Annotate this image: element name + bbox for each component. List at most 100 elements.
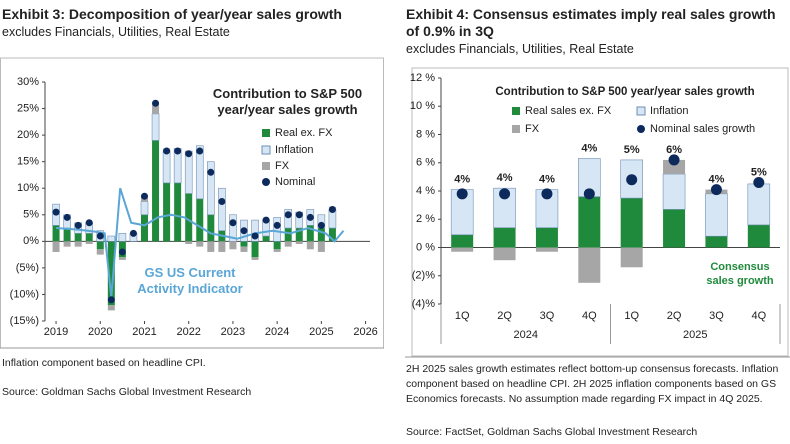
bar-segment <box>284 209 292 229</box>
bar-segment <box>535 227 558 248</box>
y-tick-label: 20% <box>17 129 39 141</box>
dot <box>753 177 765 189</box>
x-tick-label: 3Q <box>709 310 724 322</box>
bar-segment <box>184 150 193 194</box>
bar-segment <box>107 241 115 306</box>
dot <box>456 188 468 200</box>
bar-segment <box>493 227 516 248</box>
x-tick-label: 2019 <box>44 326 68 338</box>
legend-label: Real ex. FX <box>275 127 333 139</box>
dot <box>52 208 60 216</box>
x-tick-label: 2022 <box>176 326 200 338</box>
y-tick-label: (4)% <box>412 298 435 310</box>
dot <box>284 211 292 219</box>
bar-segment <box>284 228 292 242</box>
dot <box>140 192 148 200</box>
y-tick-label: 10% <box>17 182 39 194</box>
x-tick-label: 1Q <box>624 310 639 322</box>
right-subtitle: excludes Financials, Utilities, Real Est… <box>406 42 634 56</box>
legend-swatch <box>262 162 270 170</box>
dot <box>262 216 270 224</box>
bar-segment <box>85 241 93 244</box>
bar-segment <box>140 214 148 242</box>
bar-segment <box>328 228 336 242</box>
dot <box>626 174 638 186</box>
bar-segment <box>229 241 237 250</box>
y-tick-label: 4 % <box>416 185 435 197</box>
dot <box>118 248 126 256</box>
bar-segment <box>747 183 771 226</box>
legend-label: FX <box>275 160 290 172</box>
bar-segment <box>295 228 303 242</box>
y-tick-label: 8 % <box>416 128 435 140</box>
bar-segment <box>317 228 325 242</box>
legend-swatch <box>512 107 520 115</box>
x-tick-label: 2024 <box>265 326 289 338</box>
bar-segment <box>273 249 281 252</box>
x-tick-label: 4Q <box>751 310 766 322</box>
x-tick-label: 3Q <box>540 310 555 322</box>
bar-segment <box>207 214 215 242</box>
bar-segment <box>140 201 149 216</box>
legend-title: Contribution to S&P 500 year/year sales … <box>495 86 755 98</box>
y-tick-label: (5%) <box>16 262 39 274</box>
bar-segment <box>207 241 215 252</box>
value-label: 5% <box>751 166 767 178</box>
x-tick-label: 2025 <box>309 326 333 338</box>
x-tick-label: 1Q <box>455 310 470 322</box>
dot <box>499 188 511 200</box>
dot <box>317 221 325 229</box>
bar-segment <box>96 249 104 255</box>
legend-title: Contribution to S&P 500 year/year sales … <box>212 86 363 117</box>
y-tick-label: (2)% <box>412 270 435 282</box>
dot <box>541 188 553 200</box>
y-tick-label: 6 % <box>416 157 435 169</box>
dot <box>85 219 93 227</box>
dot <box>229 219 237 227</box>
bar-segment <box>152 140 160 242</box>
y-tick-label: (15%) <box>10 315 39 327</box>
bar-segment <box>196 198 204 242</box>
dot <box>328 205 336 213</box>
bar-segment <box>273 217 281 242</box>
value-label: 6% <box>666 144 682 156</box>
bar-segment <box>195 145 204 200</box>
dot <box>163 147 171 155</box>
left-source: Source: Goldman Sachs Global Investment … <box>2 386 252 398</box>
dot <box>240 227 248 235</box>
bar-segment <box>163 182 171 242</box>
legend-swatch <box>637 125 645 133</box>
bar-segment <box>118 233 127 242</box>
legend-swatch <box>636 106 646 116</box>
bar-segment <box>52 225 60 242</box>
legend-label: Real sales ex. FX <box>525 105 612 117</box>
value-label: 4% <box>454 173 470 185</box>
bar-segment <box>251 219 259 242</box>
x-tick-label: 2021 <box>132 326 156 338</box>
bar-segment <box>218 241 226 252</box>
bar-segment <box>251 241 259 258</box>
dot <box>306 213 314 221</box>
bar-segment <box>74 233 82 242</box>
bar-segment <box>262 236 270 242</box>
bar-segment <box>578 247 601 283</box>
bar-segment <box>273 241 281 250</box>
bar-segment <box>663 159 686 175</box>
dot <box>583 188 595 200</box>
bar-segment <box>107 235 116 242</box>
dot <box>107 296 115 304</box>
y-tick-label: 30% <box>17 76 39 88</box>
legend-swatch <box>261 145 271 155</box>
bar-segment <box>52 241 60 252</box>
right-title: Exhibit 4: Consensus estimates imply rea… <box>406 6 776 39</box>
legend-swatch <box>512 125 520 133</box>
bar-segment <box>535 247 558 252</box>
dot <box>96 232 104 240</box>
dot <box>295 211 303 219</box>
bar-segment <box>493 247 516 261</box>
bar-segment <box>185 193 193 242</box>
dot <box>668 154 680 166</box>
group-label: 2025 <box>683 329 707 341</box>
value-label: 5% <box>624 144 640 156</box>
